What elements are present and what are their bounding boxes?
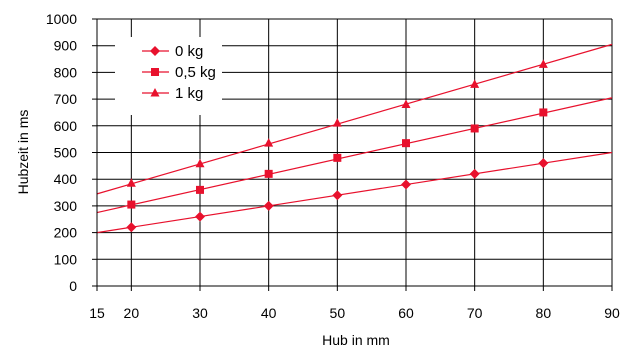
data-point [402,139,410,148]
x-tick-label: 70 [467,305,483,321]
x-tick-label: 50 [330,305,346,321]
y-tick-label: 400 [54,171,78,187]
trend-lines [96,43,613,234]
series-line [96,97,613,214]
x-axis-label: Hub in mm [322,332,390,348]
data-point [470,79,480,88]
data-point [264,169,273,178]
data-point [401,99,411,108]
x-tick-label: 30 [192,305,208,321]
series-line [96,43,613,195]
legend-marker [150,88,160,97]
legend-marker [150,46,160,56]
y-axis-label: Hubzeit in ms [15,110,31,195]
data-markers [126,59,549,233]
legend-box [115,37,222,115]
y-tick-label: 100 [54,251,78,267]
x-tick-labels: 15 20 30 40 50 60 70 80 90 [89,305,620,321]
x-tick-label: 80 [536,305,552,321]
y-tick-label: 500 [54,145,78,161]
data-point [263,200,274,211]
y-tick-label: 900 [54,38,78,54]
data-point [196,185,204,194]
data-point [470,124,479,133]
x-tick-label: 90 [604,305,620,321]
data-point [127,200,136,209]
x-tick-label: 15 [89,305,105,321]
x-tick-label: 60 [398,305,414,321]
y-tick-label: 600 [54,118,78,134]
legend-label: 0 kg [175,43,203,60]
y-tick-labels: 0 100 200 300 400 500 600 700 800 900 1000 [46,11,77,294]
y-tick-label: 0 [69,278,77,294]
data-point [126,222,137,233]
data-point [333,153,342,162]
y-tick-label: 700 [54,91,78,107]
y-tick-label: 800 [54,64,78,80]
series-line [96,151,613,234]
x-tick-label: 20 [124,305,140,321]
legend: 0 kg 0,5 kg 1 kg [142,43,216,102]
data-point [332,118,342,127]
data-point [126,178,136,187]
data-point [469,168,480,179]
data-point [539,108,548,117]
data-point [538,59,548,68]
data-point [332,190,343,201]
y-tick-label: 1000 [46,11,77,27]
legend-marker [151,68,159,76]
legend-label: 1 kg [175,85,203,102]
data-point [195,211,205,222]
axes [92,18,613,291]
data-point [538,158,549,169]
data-point [264,138,274,147]
legend-label: 0,5 kg [175,64,216,81]
y-tick-label: 300 [54,198,78,214]
x-tick-label: 40 [261,305,277,321]
y-tick-label: 200 [54,225,78,241]
data-point [401,179,411,190]
data-point [195,158,205,168]
